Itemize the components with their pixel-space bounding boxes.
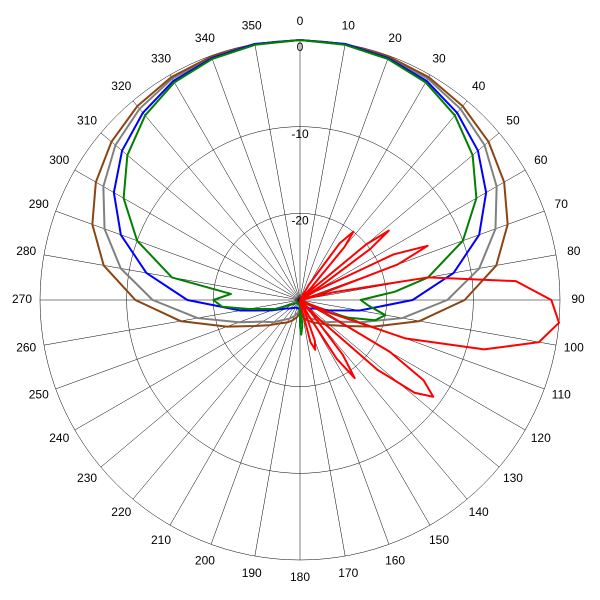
angle-label: 100 (564, 340, 584, 354)
angle-label: 50 (506, 113, 520, 127)
angle-label: 20 (388, 31, 402, 45)
radial-label: -20 (291, 214, 309, 228)
angle-label: 120 (531, 431, 551, 445)
angle-label: 30 (432, 51, 446, 65)
angle-label: 240 (49, 431, 69, 445)
angle-label: 190 (242, 566, 262, 580)
radial-label: 0 (297, 40, 304, 54)
angle-label: 40 (472, 79, 486, 93)
radial-label: -10 (291, 127, 309, 141)
angle-label: 290 (29, 197, 49, 211)
angle-label: 280 (16, 244, 36, 258)
angle-label: 340 (195, 31, 215, 45)
angle-label: 330 (151, 51, 171, 65)
angle-label: 170 (338, 566, 358, 580)
angle-label: 70 (555, 197, 569, 211)
angle-label: 230 (77, 471, 97, 485)
angle-label: 160 (385, 553, 405, 567)
angle-label: 260 (16, 340, 36, 354)
angle-label: 90 (571, 292, 585, 306)
angle-label: 140 (469, 505, 489, 519)
angle-label: 270 (12, 292, 32, 306)
angle-label: 150 (429, 533, 449, 547)
angle-label: 10 (342, 18, 356, 32)
angle-label: 210 (151, 533, 171, 547)
angle-label: 310 (77, 113, 97, 127)
angle-label: 80 (567, 244, 581, 258)
angle-label: 320 (111, 79, 131, 93)
angle-label: 60 (534, 153, 548, 167)
angle-label: 250 (29, 387, 49, 401)
angle-label: 0 (297, 14, 304, 28)
angle-label: 350 (242, 18, 262, 32)
angle-label: 220 (111, 505, 131, 519)
angle-label: 130 (503, 471, 523, 485)
angle-label: 300 (49, 153, 69, 167)
angle-label: 200 (195, 553, 215, 567)
angle-label: 110 (552, 387, 571, 401)
angle-label: 180 (290, 570, 310, 584)
polar-chart: 0 10 20 30 40 50 60 70 80 90 100 110 120 130 140 150 160… (0, 0, 600, 600)
